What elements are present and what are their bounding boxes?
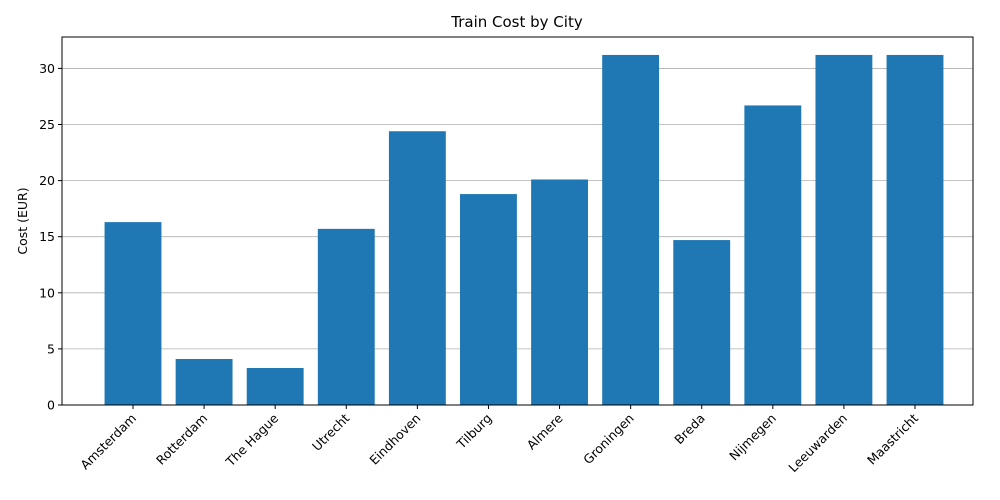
plot-frame — [61, 36, 974, 406]
x-tick-label: Breda — [671, 411, 708, 448]
y-tick-label: 15 — [39, 229, 55, 244]
bar-utrecht — [317, 228, 375, 405]
chart-title: Train Cost by City — [450, 13, 583, 31]
x-tick-label: Eindhoven — [366, 411, 423, 468]
y-axis-label: Cost (EUR) — [15, 187, 30, 254]
x-tick-label: Tilburg — [453, 411, 495, 453]
x-tick-label: Maastricht — [864, 410, 921, 467]
bar-almere — [531, 179, 588, 405]
y-tick-label: 20 — [39, 173, 55, 188]
bar-leeuwarden — [815, 54, 873, 405]
x-tick-label: Utrecht — [309, 410, 352, 453]
bar-rotterdam — [175, 359, 233, 405]
bar-breda — [673, 240, 731, 405]
x-ticks: Amsterdam Rotterdam The Hague Utrecht Eindho… — [77, 405, 921, 475]
bar-nijmegen — [744, 105, 802, 405]
bar-maastricht — [886, 54, 944, 405]
x-tick-label: Groningen — [580, 411, 637, 468]
bar-the-hague — [246, 367, 304, 405]
x-tick-label: Almere — [524, 410, 566, 452]
y-tick-label: 5 — [47, 341, 55, 356]
x-tick-label: Leeuwarden — [785, 411, 850, 476]
bar-amsterdam — [104, 222, 162, 405]
y-tick-label: 0 — [47, 398, 55, 413]
y-tick-label: 25 — [39, 117, 55, 132]
bar-eindhoven — [388, 131, 446, 405]
x-tick-label: Rotterdam — [153, 411, 210, 468]
bar-groningen — [602, 54, 660, 405]
y-tick-label: 10 — [39, 285, 55, 300]
x-tick-label: Nijmegen — [726, 411, 779, 464]
x-tick-label: Amsterdam — [77, 411, 139, 473]
axes — [61, 36, 974, 406]
y-ticks: 0 5 10 15 20 25 30 — [39, 61, 62, 413]
bars — [104, 54, 944, 405]
bar-tilburg — [460, 194, 517, 405]
y-tick-label: 30 — [39, 61, 55, 76]
x-tick-label: The Hague — [222, 410, 281, 469]
